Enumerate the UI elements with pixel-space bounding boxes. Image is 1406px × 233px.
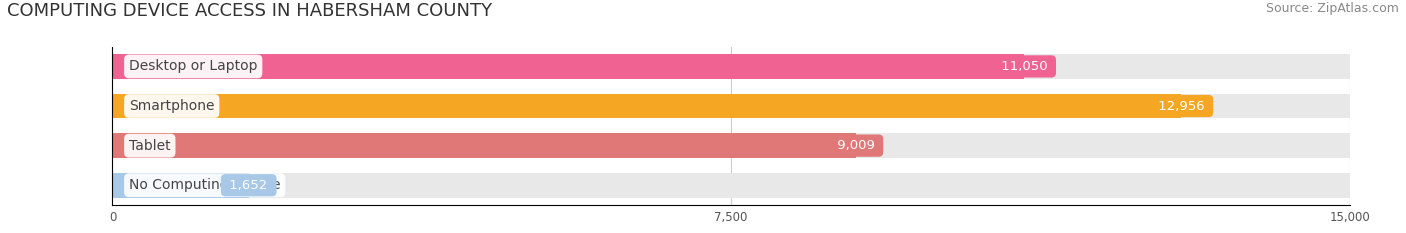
- Text: 12,956: 12,956: [1154, 99, 1209, 113]
- Bar: [112, 54, 1350, 79]
- Bar: [112, 133, 856, 158]
- Text: Desktop or Laptop: Desktop or Laptop: [129, 59, 257, 73]
- Bar: [112, 173, 1350, 198]
- Text: Smartphone: Smartphone: [129, 99, 215, 113]
- Text: Source: ZipAtlas.com: Source: ZipAtlas.com: [1265, 2, 1399, 15]
- Text: 9,009: 9,009: [832, 139, 879, 152]
- Text: COMPUTING DEVICE ACCESS IN HABERSHAM COUNTY: COMPUTING DEVICE ACCESS IN HABERSHAM COU…: [7, 2, 492, 20]
- Bar: [112, 94, 1350, 118]
- Text: 1,652: 1,652: [225, 179, 271, 192]
- Bar: [112, 94, 1181, 118]
- Bar: [112, 54, 1024, 79]
- Text: No Computing Device: No Computing Device: [129, 178, 280, 192]
- Text: 11,050: 11,050: [997, 60, 1052, 73]
- Text: Tablet: Tablet: [129, 139, 170, 153]
- Bar: [112, 133, 1350, 158]
- Bar: [112, 173, 249, 198]
